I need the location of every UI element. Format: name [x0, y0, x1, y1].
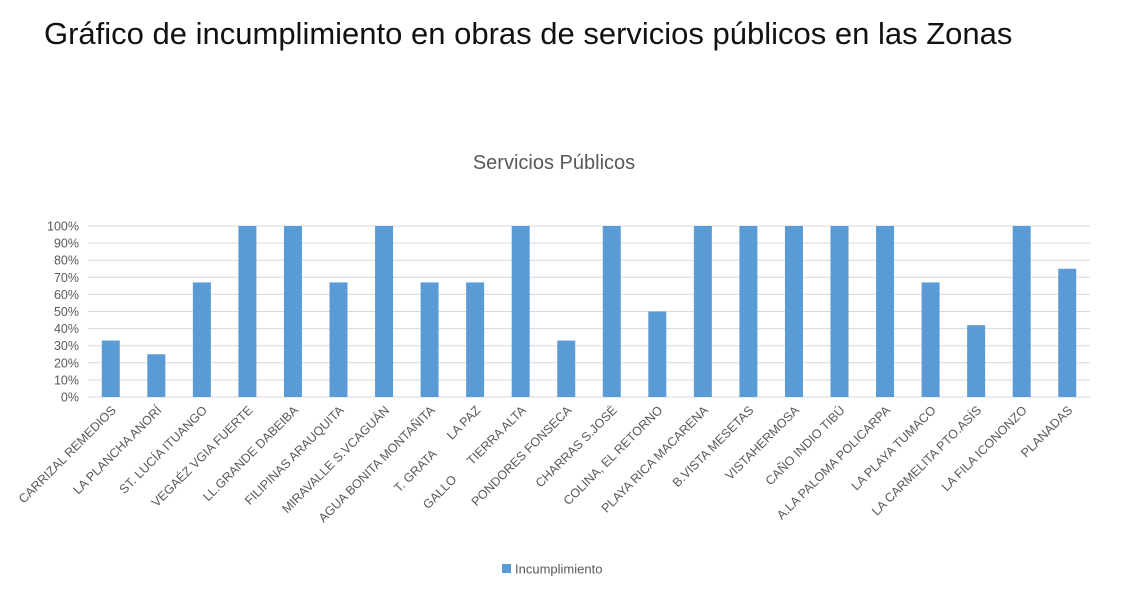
bar — [784, 226, 803, 397]
y-tick-label: 100% — [47, 220, 79, 234]
chart-title: Servicios Públicos — [473, 152, 635, 174]
y-tick-label: 60% — [54, 288, 79, 302]
legend-swatch — [502, 564, 511, 573]
bar — [1058, 268, 1077, 397]
x-tick-label: LA FILA ICONONZO — [939, 403, 1030, 494]
x-tick-label: ST. LUCÍA ITUANGO — [116, 402, 210, 496]
bar — [238, 226, 257, 397]
x-tick-label: CHARRAS S.JOSÉ — [532, 403, 620, 491]
y-tick-label: 10% — [54, 373, 79, 387]
slide-title: Gráfico de incumplimiento en obras de se… — [44, 16, 1013, 51]
y-tick-label: 50% — [54, 305, 79, 319]
y-tick-label: 80% — [54, 254, 79, 268]
bars — [101, 226, 1077, 397]
bar — [420, 282, 439, 397]
y-tick-label: 40% — [54, 322, 79, 336]
x-tick-label: T. GRATA LA PAZ — [391, 403, 483, 495]
legend: Incumplimiento — [502, 562, 602, 577]
bar — [921, 282, 940, 397]
bar — [329, 282, 348, 397]
x-tick-label: CAÑO INDIO TIBÚ — [762, 403, 848, 489]
bar — [693, 226, 712, 397]
bar — [602, 226, 621, 397]
x-tick-label: LA PLAYA TUMACO — [849, 403, 939, 493]
bar — [147, 354, 166, 397]
y-tick-label: 90% — [54, 237, 79, 251]
bar — [375, 226, 394, 397]
x-tick-label: LA PLANCHA ANORÍ — [70, 402, 165, 497]
legend-label: Incumplimiento — [515, 562, 602, 577]
y-tick-label: 20% — [54, 356, 79, 370]
gridlines — [88, 225, 1090, 398]
bar — [967, 325, 986, 397]
bar — [192, 282, 211, 397]
bar — [876, 226, 895, 397]
bar — [739, 226, 758, 397]
y-tick-label: 30% — [54, 339, 79, 353]
x-tick-label: B.VISTA MESETAS — [670, 403, 757, 490]
y-axis-ticks: 0% 10% 20% 30% 40% 50% 60% 70% 80% 90% 100% — [47, 220, 79, 405]
bar — [466, 282, 485, 397]
y-tick-label: 70% — [54, 271, 79, 285]
bar — [511, 226, 530, 397]
y-tick-label: 0% — [61, 391, 79, 405]
bar — [830, 226, 849, 397]
bar — [101, 340, 120, 397]
bar — [648, 311, 667, 397]
bar — [283, 226, 302, 397]
bar — [1012, 226, 1031, 397]
bar — [557, 340, 576, 397]
